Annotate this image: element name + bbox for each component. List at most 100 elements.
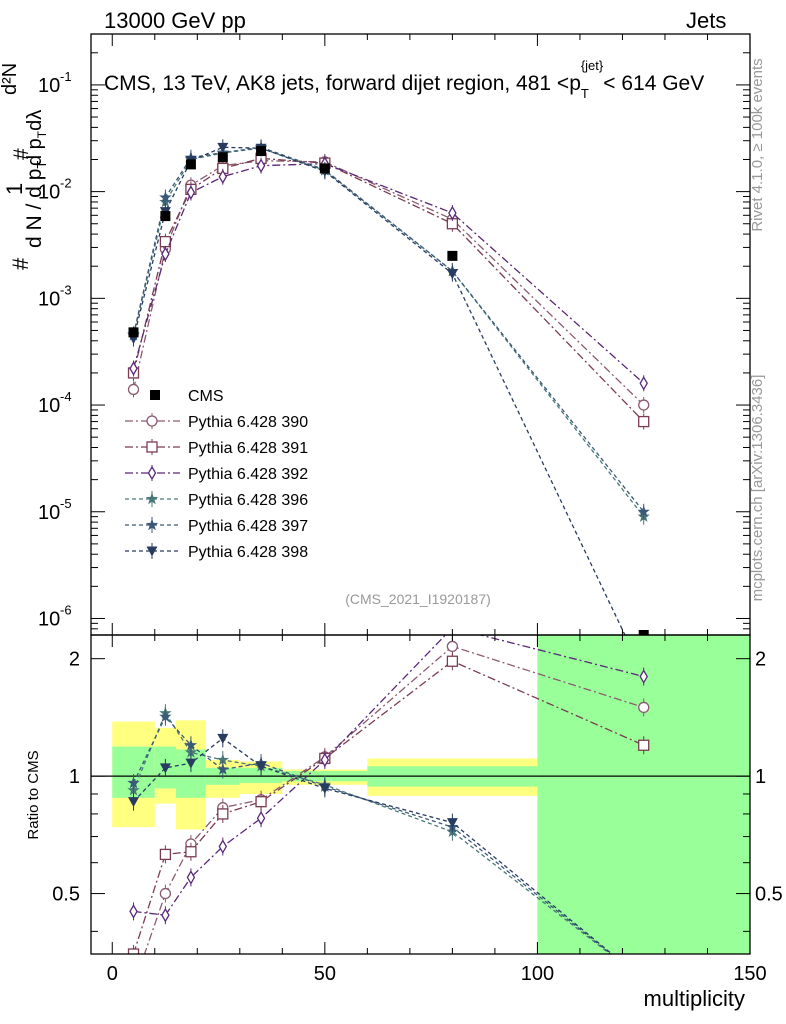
series-point-2-4 xyxy=(256,158,266,173)
series-point-2-6 xyxy=(448,205,457,221)
band-green-7 xyxy=(537,635,750,954)
ratio-point-1-0 xyxy=(127,948,140,954)
ratio-tick-label-right-0: 0.5 xyxy=(755,884,783,906)
cms-point-7 xyxy=(638,630,649,635)
ratio-panel-series xyxy=(127,635,650,991)
ratio-point-5-2 xyxy=(185,758,197,769)
ratio-point-2-1 xyxy=(161,907,170,923)
x-tick-label-1: 50 xyxy=(314,963,336,985)
series-point-2-3 xyxy=(218,169,228,184)
chart-title: CMS, 13 TeV, AK8 jets, forward dijet reg… xyxy=(104,58,704,101)
ratio-point-4-7 xyxy=(638,974,650,986)
y-tick-exp-1: -2 xyxy=(60,176,72,191)
series-point-2-1 xyxy=(161,246,170,262)
ratio-point-5-5 xyxy=(319,783,331,794)
ratio-point-5-6 xyxy=(446,818,458,829)
ratio-point-5-7 xyxy=(638,976,649,986)
svg-text:d pTdλ: d pTdλ xyxy=(24,110,49,166)
cms-point-3 xyxy=(217,152,228,163)
ratio-tick-label-left-0: 0.5 xyxy=(52,884,80,906)
ratio-point-1-4 xyxy=(255,796,267,808)
y-tick-label-0: 10 xyxy=(38,75,60,97)
ratio-point-4-0 xyxy=(127,776,140,789)
x-tick-label-3: 150 xyxy=(733,963,766,985)
y-tick-exp-5: -6 xyxy=(60,602,72,617)
series-line-3 xyxy=(132,147,645,517)
ratio-line-4 xyxy=(132,715,613,954)
legend-marker-3 xyxy=(147,465,157,481)
ratio-point-1-7 xyxy=(638,739,650,751)
svg-text:d²N: d²N xyxy=(0,63,21,95)
legend-marker-1 xyxy=(146,415,158,427)
header-left: 13000 GeV pp xyxy=(104,8,246,33)
legend-label-5: Pythia 6.428 397 xyxy=(188,518,308,535)
y-tick-exp-3: -4 xyxy=(60,389,72,404)
series-point-0-0 xyxy=(127,383,140,396)
ratio-point-1-1 xyxy=(159,848,172,861)
svg-text:#: # xyxy=(10,148,33,160)
x-axis-label: multiplicity xyxy=(644,986,745,1011)
ratio-point-0-6 xyxy=(446,640,459,653)
ratio-point-0-1 xyxy=(159,887,172,900)
x-tick-label-2: 100 xyxy=(521,963,554,985)
ratio-point-2-5 xyxy=(320,752,330,768)
ratio-point-5-3 xyxy=(217,733,229,744)
svg-text:1: 1 xyxy=(2,183,27,195)
series-line-1 xyxy=(132,157,645,423)
cms-point-2 xyxy=(185,159,196,170)
ratio-tick-label-right-2: 2 xyxy=(755,649,766,671)
series-line-4 xyxy=(132,146,645,513)
ratio-point-5-1 xyxy=(159,763,171,774)
y-tick-label-3: 10 xyxy=(38,395,60,417)
cms-point-1 xyxy=(160,211,171,222)
ratio-point-2-0 xyxy=(129,904,138,919)
x-tick-label-0: 0 xyxy=(107,963,118,985)
series-point-2-7 xyxy=(639,375,648,391)
ratio-line-2 xyxy=(133,635,644,916)
ratio-uncertainty-bands xyxy=(112,635,750,954)
analysis-id: (CMS_2021_I1920187) xyxy=(345,591,491,607)
legend-label-0: CMS xyxy=(188,388,224,405)
ratio-point-4-2 xyxy=(184,738,198,751)
cms-point-5 xyxy=(319,163,330,174)
y-tick-label-2: 10 xyxy=(38,288,60,310)
legend-label-4: Pythia 6.428 396 xyxy=(188,492,308,509)
legend-label-3: Pythia 6.428 392 xyxy=(188,466,308,483)
ratio-point-5-0 xyxy=(128,797,140,808)
ratio-point-4-1 xyxy=(159,710,172,722)
legend-marker-2 xyxy=(146,441,158,453)
y-tick-label-4: 10 xyxy=(38,502,60,524)
ratio-point-0-0 xyxy=(129,981,139,991)
legend-marker-6 xyxy=(146,546,158,557)
series-point-0-7 xyxy=(638,399,650,411)
band-green-4 xyxy=(239,767,283,784)
series-line-2 xyxy=(132,162,645,384)
ratio-tick-label-left-1: 1 xyxy=(69,766,80,788)
y-tick-exp-4: -5 xyxy=(60,496,72,511)
series-point-4-1 xyxy=(159,191,172,203)
y-tick-label-5: 10 xyxy=(38,608,60,630)
ratio-point-5-4 xyxy=(255,761,267,772)
ratio-point-2-7 xyxy=(639,669,648,684)
ratio-tick-label-left-2: 2 xyxy=(69,649,80,671)
main-panel-series xyxy=(127,139,650,635)
cms-point-6 xyxy=(447,250,458,261)
mcplots-label: mcplots.cern.ch [arXiv:1306.3436] xyxy=(749,375,766,602)
cms-point-4 xyxy=(256,146,267,157)
series-line-0 xyxy=(132,160,645,406)
series-point-5-6 xyxy=(446,269,458,280)
ratio-point-0-7 xyxy=(638,701,650,714)
ratio-point-2-4 xyxy=(256,810,266,826)
ratio-point-1-2 xyxy=(185,846,197,858)
legend: CMS Pythia 6.428 390 Pythia 6.428 391 Pythi… xyxy=(125,388,308,561)
ratio-point-3-7 xyxy=(638,974,650,986)
series-point-5-3 xyxy=(217,142,229,153)
ratio-point-1-3 xyxy=(217,808,229,820)
y-tick-exp-2: -3 xyxy=(60,282,72,297)
y-tick-label-1: 10 xyxy=(38,182,60,204)
legend-label-2: Pythia 6.428 391 xyxy=(188,440,308,457)
legend-marker-cms xyxy=(150,390,160,400)
ratio-tick-label-right-1: 1 xyxy=(755,766,766,788)
